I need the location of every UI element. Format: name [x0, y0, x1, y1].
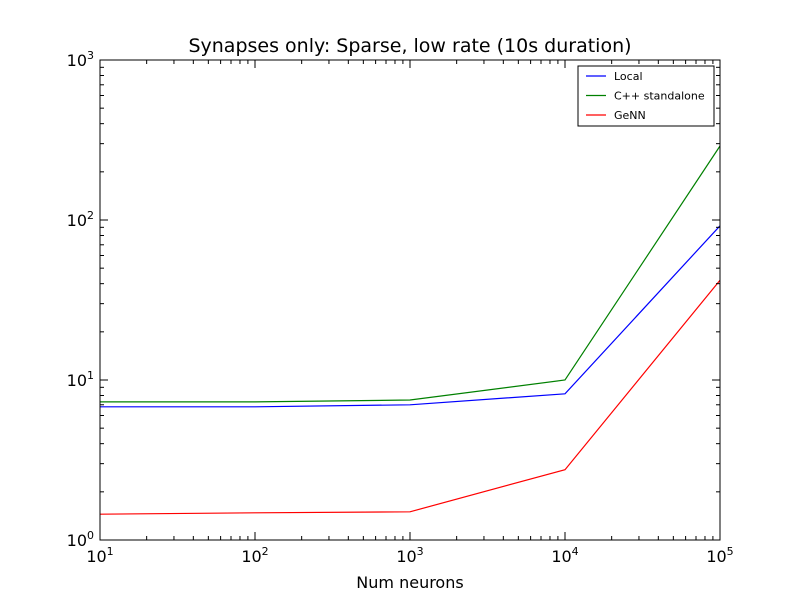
legend: Local C++ standalone GeNN	[577, 65, 715, 127]
x-tick-label: 105	[706, 545, 733, 566]
x-tick-label: 103	[396, 545, 423, 566]
series-line-2	[99, 279, 721, 515]
series-line-1	[100, 145, 721, 403]
chart-title: Synapses only: Sparse, low rate (10s dur…	[188, 35, 631, 57]
legend-label-0: Local	[614, 70, 643, 83]
x-tick-label: 102	[241, 545, 268, 566]
y-tick-label: 103	[67, 49, 94, 70]
x-tick-label: 101	[86, 545, 113, 566]
plot-frame	[99, 59, 721, 541]
series-line-0	[100, 225, 721, 408]
x-tick-label: 104	[551, 545, 578, 566]
legend-label-2: GeNN	[614, 109, 646, 122]
series-layer	[99, 145, 721, 515]
y-tick-label: 101	[67, 369, 94, 390]
y-tick-label: 102	[67, 209, 94, 230]
y-tick-label: 100	[67, 529, 94, 550]
x-axis-label: Num neurons	[356, 573, 463, 592]
legend-label-1: C++ standalone	[614, 90, 705, 103]
